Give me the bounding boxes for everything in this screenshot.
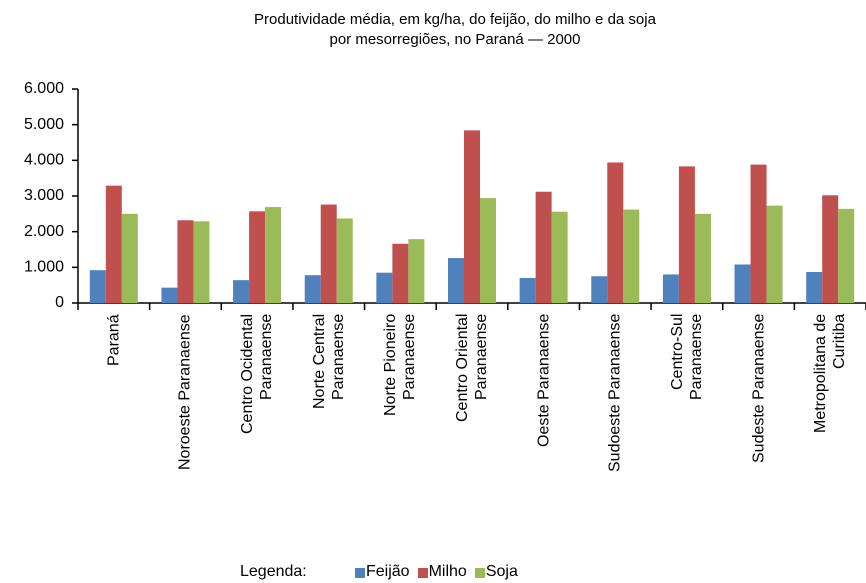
legend-swatch	[417, 568, 428, 578]
x-tick-label: Centro Ocidental Paranaense	[239, 314, 276, 435]
legend-label: Feijão	[366, 563, 410, 580]
x-tick-label: Norte Central Paranaense	[310, 314, 347, 410]
x-tick-label: Oeste Paranaense	[535, 314, 553, 448]
x-tick-label: Sudoeste Paranaense	[606, 314, 624, 473]
y-tick-label: 0	[55, 294, 64, 311]
bar	[551, 211, 568, 303]
bar	[766, 205, 783, 303]
bar	[464, 130, 480, 303]
x-tick-label: Metropolitana de Curitiba	[812, 314, 849, 434]
y-tick-label: 6.000	[24, 80, 64, 97]
bar	[89, 270, 106, 303]
bar	[623, 209, 640, 303]
x-tick-label: Centro-Sul Paranaense	[668, 314, 705, 401]
bar	[376, 272, 393, 303]
bar	[304, 275, 321, 303]
bar	[662, 274, 679, 303]
x-tick-label: Sudeste Paranaense	[750, 314, 768, 464]
y-tick-label: 4.000	[24, 152, 64, 169]
x-tick-label: Noroeste Paranaense	[176, 314, 194, 470]
bar	[392, 243, 409, 303]
bar	[607, 162, 624, 303]
x-tick-label: Centro Oriental Paranaense	[454, 314, 490, 423]
bar	[336, 218, 353, 303]
x-tick-label: Norte Pioneiro Paranaense	[382, 314, 419, 417]
chart-title: Produtividade média, em kg/ha, do feijão…	[254, 11, 656, 48]
bar	[694, 213, 711, 303]
bar	[249, 211, 266, 303]
bar	[734, 264, 751, 303]
bar	[177, 220, 194, 303]
x-tick-label: Paraná	[105, 314, 123, 366]
bar	[161, 287, 178, 303]
y-tick-label: 1.000	[24, 259, 64, 276]
bar	[678, 166, 695, 303]
bar	[480, 198, 496, 303]
bar	[121, 213, 138, 303]
bar	[750, 164, 767, 303]
bar	[105, 185, 122, 303]
legend-swatch	[474, 568, 485, 578]
bar	[265, 207, 282, 303]
legend-label: Soja	[485, 563, 518, 580]
bar	[806, 271, 823, 303]
bar	[535, 191, 552, 303]
y-tick-label: 2.000	[24, 223, 64, 240]
y-tick-label: 3.000	[24, 187, 64, 204]
legend-swatch	[355, 568, 365, 578]
bar	[320, 204, 337, 303]
bar	[193, 221, 210, 303]
bar	[838, 208, 855, 303]
bar	[408, 239, 425, 303]
legend-label: Milho	[428, 563, 467, 580]
bar	[448, 258, 464, 303]
legend-title: Legenda:	[240, 563, 307, 580]
bar	[233, 280, 250, 303]
bar	[822, 195, 839, 303]
bar	[519, 278, 536, 303]
bar	[591, 276, 608, 303]
y-tick-label: 5.000	[24, 116, 64, 133]
